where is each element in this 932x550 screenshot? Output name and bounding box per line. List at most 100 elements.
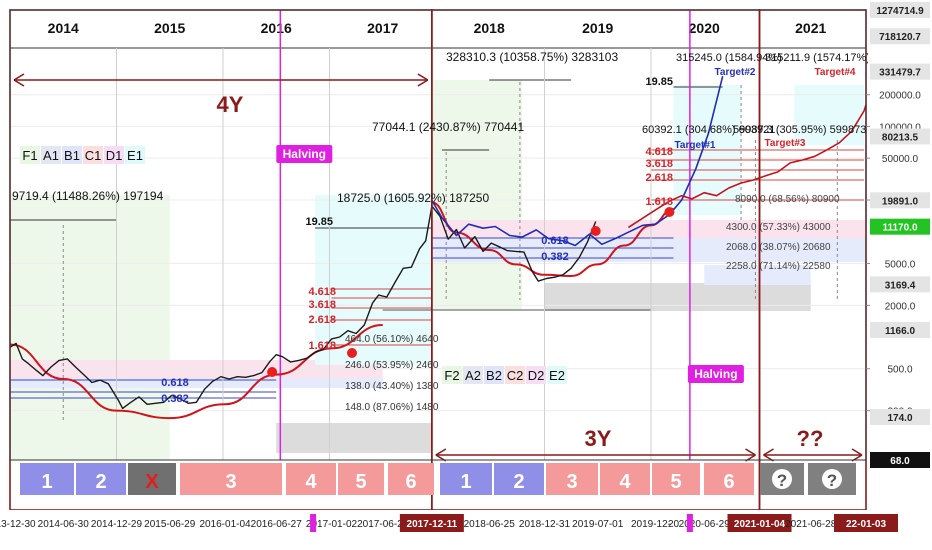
y-tick-1166.0-badge [870,322,930,339]
measure-m15: 2068.0 (38.07%) 20680 [726,242,831,253]
measure-m5: 138.0 (43.40%) 1380 [345,381,439,392]
year-label-2020: 2020 [689,20,720,36]
x-tick-22-01-03-badge [834,514,898,532]
fib-label-1-4.618: 4.618 [308,286,336,298]
series-line-0 [10,205,597,410]
plot-border [9,9,867,461]
measure-m12: 59987.3 (305.95%) 599873 [733,124,866,136]
cycle1-block-1 [20,463,74,495]
x-tick-2016-06-27: 2016-06-27 [251,519,303,530]
x-tick-2020-06-29: 2020-06-29 [679,519,731,530]
cycle2-block-qcircle-8 [822,469,842,489]
arrow-4y-left-head [13,73,25,87]
x-tick-2017-12-11: 2017-12-11 [407,519,458,530]
cycle2-block-label-4: 4 [619,471,631,493]
y-tick-5000.0: 5000.0 [885,259,916,270]
level-1985-label-1: 19.85 [305,216,333,228]
y-tick-3169.4-badge [870,276,930,293]
y-tick-80213.5: 80213.5 [882,133,919,144]
legend-1-swatch-C1 [83,146,103,164]
fib-small-1-382: 0.382 [161,393,189,405]
x-halving-mark-2016 [310,514,317,532]
cycle1-block-label-7: 6 [405,471,416,493]
cycle1-block-label-5: 4 [305,471,317,493]
y-axis: 1274714.9 718120.7 331479.7 200000.0 100000.… [866,0,932,510]
measure-m11: 60392.1 (304.68%) 603921 [642,124,775,136]
y-tick-1274714.9-badge [870,2,930,18]
legend-1-D1: D1 [106,148,123,163]
year-label-2021: 2021 [795,20,826,36]
cycle2-block-label-5: 5 [670,471,681,493]
year-label-2019: 2019 [582,20,613,36]
y-tick-50000.0: 50000.0 [882,154,919,165]
cycle1-block-5 [286,463,336,495]
legend-1-F1: F1 [22,148,37,163]
y-tick-200000.0: 200000.0 [879,91,921,102]
signal-dot-1 [346,348,357,358]
signal-dot-2 [590,226,601,236]
y-tick-19891.0: 19891.0 [882,196,919,207]
x-tick-2018-06-25: 2018-06-25 [464,519,516,530]
fib-small-1-618: 0.618 [161,377,189,389]
cycle2-block-label-1: 1 [460,471,471,493]
cycle-label-next: ?? [797,426,824,451]
cycle-blocks: 1 2 X 3 4 5 6 1 2 3 4 5 6?? [20,463,856,495]
legend-1-B1: B1 [64,148,80,163]
cycle2-block-1 [440,463,492,495]
legend-2-swatch-E2 [547,366,567,384]
legend-1-swatch-D1 [104,146,124,164]
y-tick-68.0: 68.0 [890,456,910,467]
zone-cycle2-grey [544,283,811,311]
y-tick-2000.0: 2000.0 [885,301,916,312]
x-tick-22-01-03: 22-01-03 [846,519,886,530]
cycle2-block-4 [600,463,650,495]
measure-m7: 328310.3 (10358.75%) 3283103 [446,50,618,64]
y-tick-174.0-badge [870,409,930,426]
cycle1-block-4 [180,463,282,495]
cycle1-block-label-4: 3 [225,471,236,493]
year-label-2014: 2014 [48,20,79,36]
y-tick-68.0-badge [870,452,930,468]
cycle1-block-2 [76,463,126,495]
cycle1-block-label-3: X [145,471,159,493]
year-header [9,9,867,49]
target-2: Target#2 [715,67,756,78]
y-tick-718120.7: 718120.7 [879,32,921,43]
zone-cycle3-blue [704,265,811,285]
legend-2-A2: A2 [465,368,481,383]
measure-m2: 18725.0 (1605.92%) 187250 [337,191,489,205]
legend-2-D2: D2 [528,368,545,383]
y-tick-174.0: 174.0 [887,413,912,424]
cup-curve-1 [431,201,674,277]
cycle2-block-label-7: ? [777,471,787,490]
cycle-label-4y: 4Y [217,92,244,117]
legend-2-swatch-A2 [463,366,483,384]
fib-label-1-2.618: 2.618 [308,314,336,326]
fib-label-2-1.618: 1.618 [645,196,673,208]
signal-dot-3 [664,207,675,217]
x-axis-background [0,510,932,550]
target-1: Target#1 [675,140,716,151]
cycle1-block-7 [388,463,434,495]
cycle1-block-label-1: 1 [41,471,52,493]
fib-small-2-618: 0.618 [541,235,569,247]
y-tick-11170.0: 11170.0 [882,223,917,234]
fib-label-1-1.618: 1.618 [308,340,336,352]
cycle1-block-label-6: 5 [355,471,366,493]
legend-2-swatch-C2 [505,366,525,384]
legend-2-swatch-F2 [442,366,462,384]
measure-m1: 9719.4 (11488.26%) 197194 [12,189,164,203]
legend-2-E2: E2 [549,368,565,383]
year-label-2015: 2015 [154,20,185,36]
x-tick-20: 20 [668,519,680,530]
cycle1-block-3 [128,463,176,495]
y-tick-1274714.9: 1274714.9 [876,6,924,17]
legend-2-swatch-D2 [526,366,546,384]
zone-cycle1-green [10,195,170,460]
y-tick-100000.0: 100000.0 [879,122,921,133]
cycle-label-3y: 3Y [585,426,612,451]
legend-2-swatch-B2 [484,366,504,384]
zone-cycle1-cyan [315,195,432,365]
x-tick-2013-12-30: 2013-12-30 [0,519,36,530]
